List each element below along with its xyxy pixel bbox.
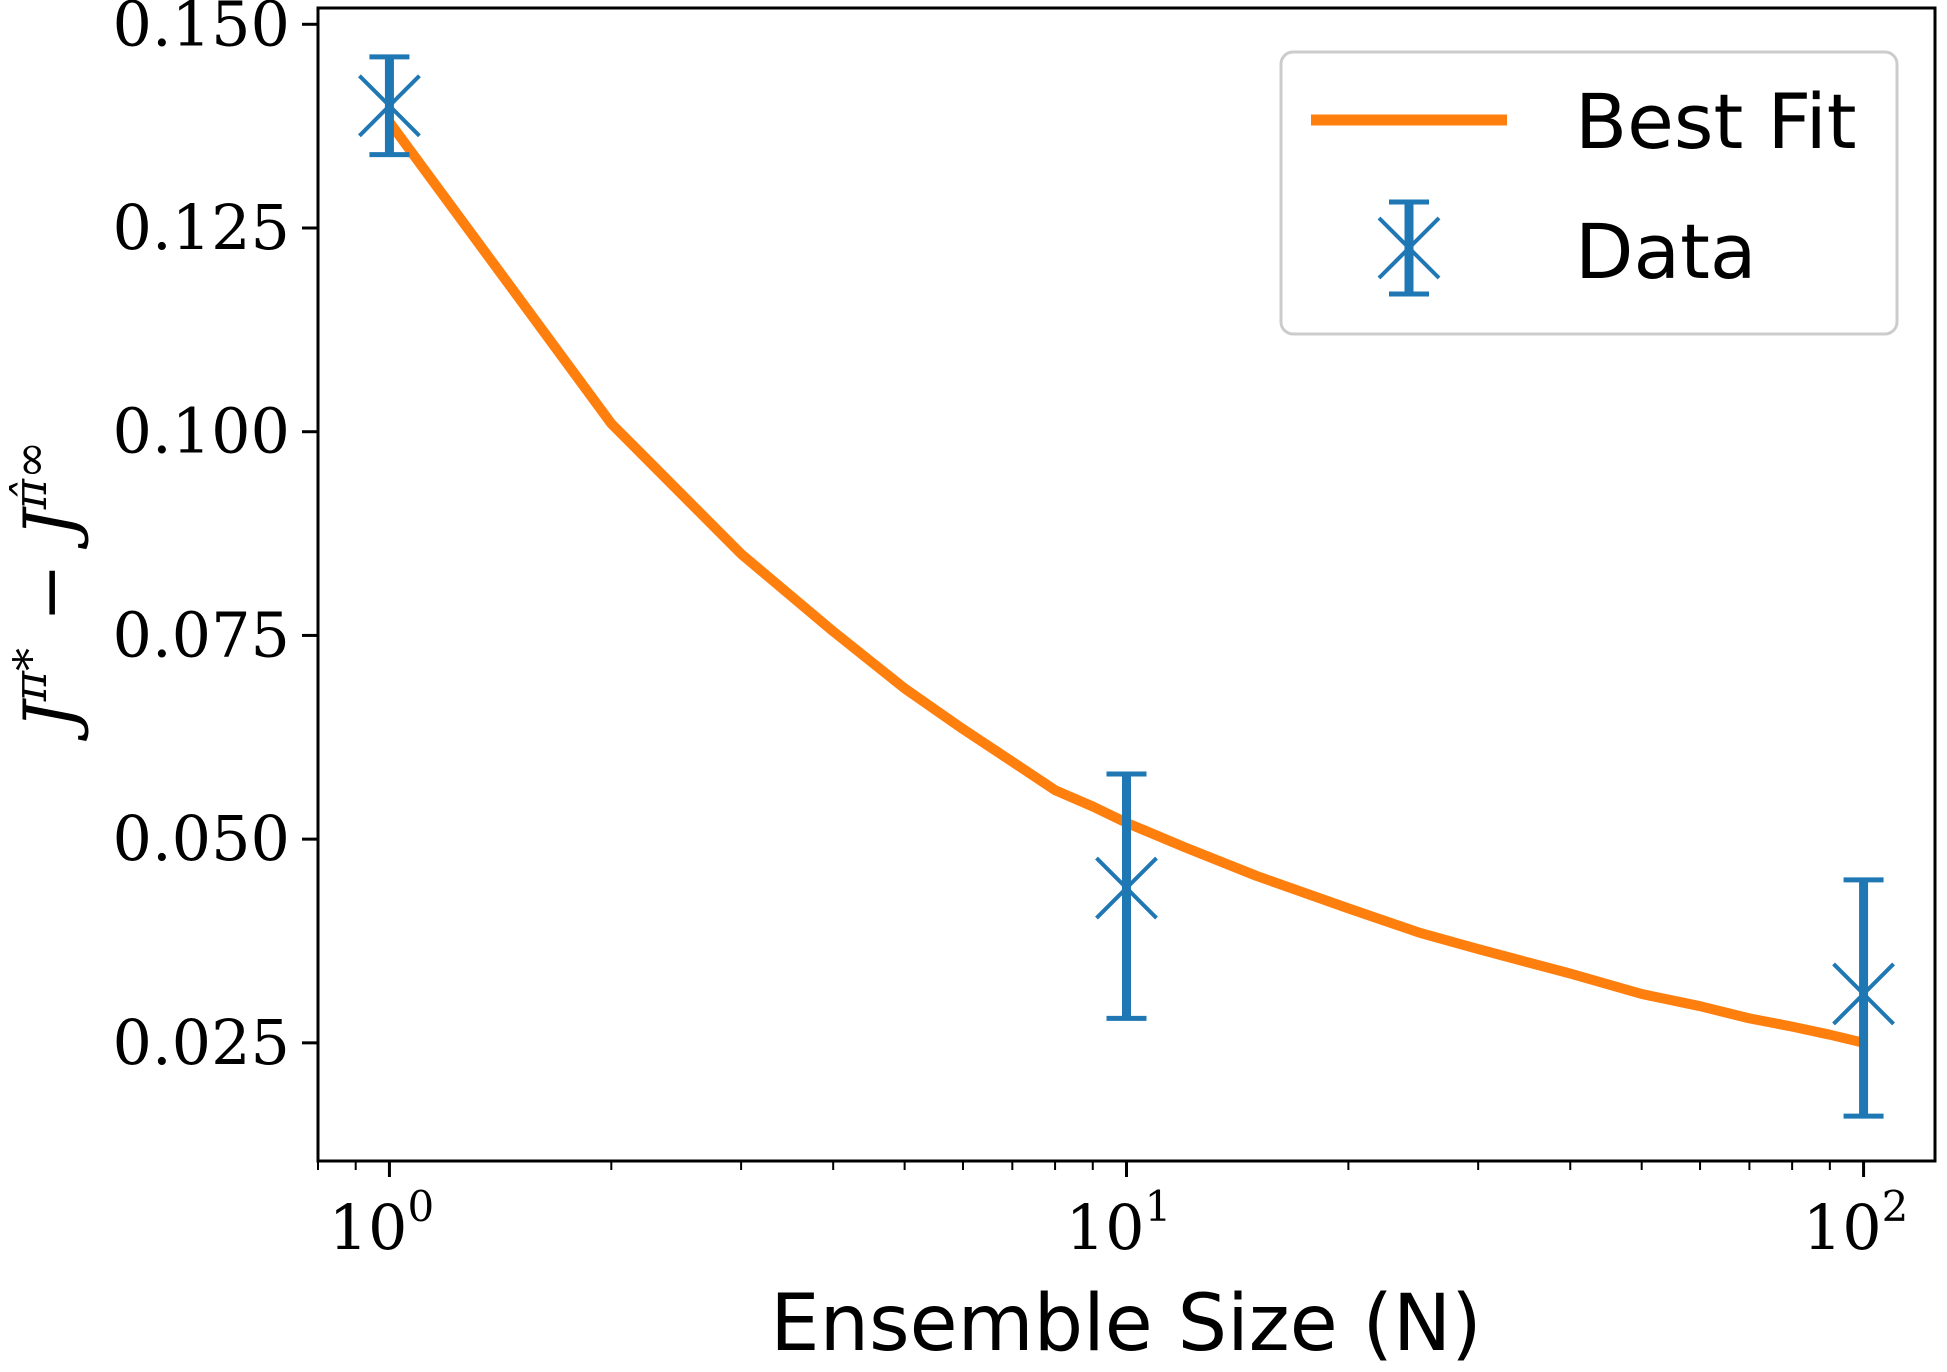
y-tick-label: 0.150 bbox=[113, 0, 291, 60]
svg-text:Jπ*−Jπ̂∞: Jπ* − Jπ̂∞ bbox=[3, 441, 91, 742]
y-axis-ticks: 0.025 0.050 0.075 0.100 0.125 0.150 bbox=[113, 0, 318, 1079]
data-point bbox=[1832, 877, 1895, 1119]
ylabel-j2: J bbox=[9, 505, 91, 549]
x-marker-stroke bbox=[1095, 856, 1158, 920]
best-fit-line bbox=[385, 119, 1865, 1048]
x-marker-stroke bbox=[358, 74, 421, 138]
ylabel-j1: J bbox=[9, 697, 91, 741]
x-marker-stroke bbox=[1832, 962, 1895, 1026]
x-tick-label: 100 bbox=[329, 1182, 435, 1264]
ylabel-sup1: π* bbox=[3, 648, 57, 702]
legend: Best Fit Data bbox=[1279, 50, 1899, 336]
data-point bbox=[358, 54, 421, 158]
legend-errorbar-swatch bbox=[1377, 199, 1441, 297]
y-tick-label: 0.025 bbox=[113, 1006, 291, 1079]
y-axis-label: Jπ* − Jπ̂∞ bbox=[3, 441, 91, 742]
y-tick-label: 0.075 bbox=[113, 598, 291, 671]
x-axis-label: Ensemble Size (N) bbox=[770, 1279, 1481, 1369]
legend-label-data: Data bbox=[1575, 207, 1756, 296]
y-tick-label: 0.050 bbox=[113, 802, 291, 875]
y-tick-label: 0.100 bbox=[113, 395, 291, 468]
x-tick-label: 101 bbox=[1066, 1182, 1172, 1264]
ylabel-sup2: π̂∞ bbox=[3, 441, 57, 511]
legend-label-best-fit: Best Fit bbox=[1575, 77, 1857, 166]
x-tick-label: 102 bbox=[1803, 1182, 1909, 1264]
x-axis-ticks: 100 101 102 bbox=[317, 1161, 1909, 1264]
series-layer bbox=[358, 54, 1895, 1119]
data-point bbox=[1095, 771, 1158, 1021]
ylabel-minus: − bbox=[9, 563, 91, 622]
y-tick-label: 0.125 bbox=[113, 191, 291, 264]
